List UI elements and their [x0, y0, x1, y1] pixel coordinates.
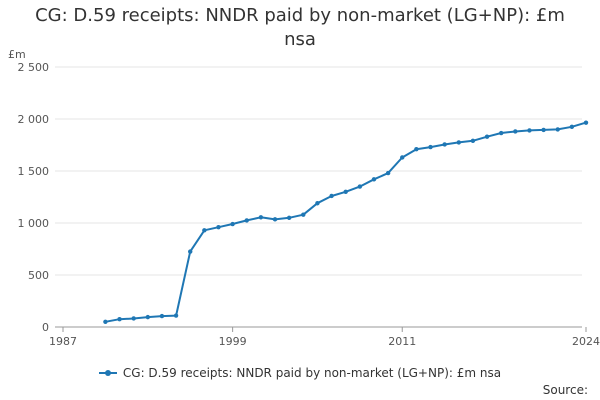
y-tick-label: 0: [42, 321, 49, 334]
data-point[interactable]: [343, 189, 348, 194]
data-point[interactable]: [188, 249, 193, 254]
data-point[interactable]: [513, 129, 518, 134]
data-point[interactable]: [230, 221, 235, 227]
y-tick-label: 1 500: [18, 165, 50, 178]
data-point[interactable]: [400, 155, 405, 160]
source-label: Source:: [542, 383, 588, 397]
series-line: [105, 121, 587, 323]
data-point[interactable]: [272, 217, 278, 222]
data-point[interactable]: [456, 140, 461, 145]
data-point[interactable]: [301, 212, 306, 217]
data-point[interactable]: [329, 193, 334, 199]
legend-line-marker-icon: [98, 368, 117, 378]
data-point[interactable]: [498, 130, 504, 136]
data-point[interactable]: [117, 317, 122, 322]
data-point[interactable]: [131, 316, 136, 321]
data-point[interactable]: [103, 319, 108, 324]
data-point[interactable]: [555, 127, 560, 132]
data-point[interactable]: [315, 201, 320, 206]
chart-title: CG: D.59 receipts: NNDR paid by non-mark…: [35, 5, 565, 50]
axes: 0 500 1 000 1 500 2 000 2 500 1987 1999 2011 2024: [18, 61, 600, 348]
series-layer: [103, 120, 589, 324]
data-point[interactable]: [357, 184, 363, 189]
data-point[interactable]: [244, 218, 249, 223]
y-tick-label: 500: [28, 269, 49, 282]
data-point[interactable]: [442, 142, 447, 147]
legend-item[interactable]: CG: D.59 receipts: NNDR paid by non-mark…: [98, 366, 502, 380]
data-point[interactable]: [583, 120, 589, 125]
grid-lines: [55, 66, 582, 276]
data-point[interactable]: [173, 313, 179, 318]
data-point[interactable]: [216, 224, 221, 230]
data-point[interactable]: [414, 146, 419, 152]
data-point[interactable]: [258, 215, 264, 220]
legend-label: CG: D.59 receipts: NNDR paid by non-mark…: [122, 366, 502, 380]
x-tick-label: 2011: [388, 335, 416, 348]
y-axis-unit-label: £m: [8, 48, 26, 61]
data-point[interactable]: [145, 314, 151, 320]
data-point[interactable]: [286, 215, 292, 220]
x-tick-label: 2024: [572, 335, 600, 348]
data-point[interactable]: [484, 134, 490, 139]
data-point[interactable]: [527, 128, 532, 133]
x-tick-label: 1987: [49, 335, 77, 348]
data-point[interactable]: [371, 177, 377, 182]
data-point[interactable]: [428, 144, 433, 150]
x-tick-label: 1999: [219, 335, 247, 348]
data-point[interactable]: [159, 313, 165, 319]
data-point[interactable]: [569, 124, 575, 129]
data-point[interactable]: [541, 127, 546, 133]
legend: CG: D.59 receipts: NNDR paid by non-mark…: [0, 366, 600, 381]
data-point[interactable]: [385, 170, 391, 176]
data-point[interactable]: [470, 138, 476, 144]
y-tick-label: 2 500: [18, 61, 50, 74]
y-tick-label: 2 000: [18, 113, 50, 126]
y-tick-label: 1 000: [18, 217, 50, 230]
data-point[interactable]: [202, 228, 207, 233]
